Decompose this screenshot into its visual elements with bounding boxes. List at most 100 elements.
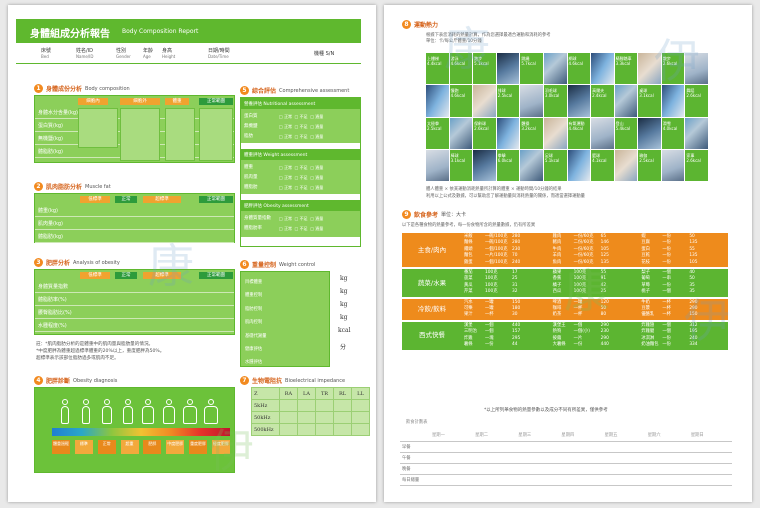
unit-label: 分 (340, 344, 347, 351)
info-bed: 床號 Bed (41, 48, 52, 59)
info-age: 年齡 Age (143, 48, 154, 59)
day-header: 星期二 (473, 430, 517, 442)
exercise-tile: 瑜伽 2.5kcal (638, 149, 661, 181)
diet-subtitle: 以下是各種食物的熱量參考，每一份食物所含的熱量數據，仍有所差異 (402, 223, 536, 228)
report-header: 身體組成分析報告 Body Composition Report (16, 19, 361, 43)
section-number: 8 (402, 20, 411, 29)
exercise-photo (661, 85, 685, 117)
section-weight-control-title: 6 重量控制 Weight control (240, 259, 315, 270)
exercise-tile: 慢跑 4.6kcal (449, 85, 473, 117)
meal-cell[interactable] (602, 452, 646, 464)
meal-label: 早餐 (400, 441, 430, 453)
meal-cell[interactable] (430, 441, 474, 453)
exercise-photo (496, 117, 520, 149)
meal-cell[interactable] (516, 474, 560, 486)
info-serial: 機種 S/N (314, 51, 335, 57)
value-box (199, 108, 233, 161)
exercise-caption: 排球 2.5kcal (497, 88, 513, 99)
meal-cell[interactable] (473, 463, 517, 475)
obesity-gradient-bar (52, 428, 230, 436)
meal-cell[interactable] (430, 463, 474, 475)
meal-cell[interactable] (602, 474, 646, 486)
meal-plan-table: 星期一 星期二 星期三 星期四 星期五 星期六 星期日 早餐 午餐 晚餐 每日總量 (400, 430, 732, 486)
meal-cell[interactable] (473, 452, 517, 464)
meal-row: 午餐 (400, 452, 732, 464)
unit-label: kg (340, 301, 348, 308)
diet-reference-table: 主食/肉內 米飯 一碗/100克 280 麵條 一碗/100克 280 饅頭 一個/100克 23… (402, 233, 728, 352)
diagnosis-label: 標準 (74, 440, 93, 454)
obesity-diagnosis-labels: 體重過輕 標準 正常 超重 肥胖 中度肥胖 重度肥胖 極度肥胖 (52, 440, 230, 454)
meal-cell[interactable] (688, 452, 732, 464)
meal-cell[interactable] (645, 474, 689, 486)
meal-cell[interactable] (559, 441, 603, 453)
col-header: RL (333, 387, 352, 400)
exercise-caption: 游泳 4.6kcal (450, 56, 466, 66)
section-number: 3 (34, 258, 43, 267)
exercise-caption: 保齡球 2.6kcal (474, 120, 489, 131)
meal-cell[interactable] (645, 441, 689, 453)
exercise-tile: 拳擊 6.0kcal (496, 149, 520, 181)
exercise-caption: 足球 5.1kcal (544, 152, 560, 163)
weight-control-panel: 目標體重 體重控制 脂肪控制 肌肉控制 基礎代謝量 健康評估 水腫評估 (240, 271, 330, 367)
meal-cell[interactable] (516, 441, 560, 453)
exercise-photo (543, 53, 567, 85)
meal-cell[interactable] (430, 474, 474, 486)
meal-cell[interactable] (645, 452, 689, 464)
meal-cell[interactable] (688, 441, 732, 453)
exercise-caption: 舞蹈 2.6kcal (686, 88, 701, 99)
meal-cell[interactable] (602, 441, 646, 453)
diagnosis-label: 體重過輕 (52, 440, 70, 454)
row-label: 腰臀脂肪比(%) (38, 310, 72, 316)
exercise-tile: 足球 5.1kcal (543, 149, 567, 181)
exercise-photo (638, 53, 661, 85)
meal-cell[interactable] (473, 441, 517, 453)
col-header: 體重 (165, 98, 189, 105)
info-height: 身高 Height (162, 48, 176, 59)
exercise-tile: 家事 2.6kcal (685, 149, 708, 181)
body-figure-icon (183, 399, 198, 425)
body-figure-icon (100, 399, 114, 425)
col-header: 低標準 (80, 272, 110, 279)
exercise-tile: 登山 5.4kcal (614, 117, 638, 149)
col-header: 正常範圍 (199, 272, 233, 279)
section-number: 5 (240, 86, 249, 95)
section-number: 7 (240, 376, 249, 385)
info-name-id: 姓名/ID Name/ID (76, 48, 94, 59)
meal-cell[interactable] (645, 463, 689, 475)
meal-cell[interactable] (559, 474, 603, 486)
col-header: 細胞內 (78, 98, 108, 105)
exercise-tile: 太極拳 2.5kcal (426, 117, 449, 149)
exercise-caption: 羽毛球 3.0kcal (544, 88, 560, 99)
diet-item-group: 雞肉 一份/60克 65 豬肉 二份/60克 146 牛肉 一份/60克 105 羊肉 一份/60克… (550, 233, 640, 269)
meal-cell[interactable] (559, 463, 603, 475)
diet-row: 冷飲/飲料 汽水 一罐 150 可樂 一罐 180 果汁 一杯 30 啤酒 一罐 120 咖啡 一杯 50 奶茶… (402, 297, 728, 321)
section-number: 9 (402, 210, 411, 219)
exercise-caption: 跑步 5.1kcal (474, 56, 489, 66)
exercise-caption: 跳繩 5.7kcal (521, 56, 536, 66)
exercise-caption: 登山 5.4kcal (615, 120, 631, 131)
day-header: 星期三 (516, 430, 560, 442)
meal-cell[interactable] (516, 452, 560, 464)
row-label: 無機鹽(kg) (38, 136, 63, 142)
report-title: 身體組成分析報告 (30, 29, 110, 40)
value-box (165, 108, 195, 161)
meal-cell[interactable] (430, 452, 474, 464)
meal-row: 每日總量 (400, 474, 732, 486)
meal-cell[interactable] (559, 452, 603, 464)
meal-cell[interactable] (688, 463, 732, 475)
meal-cell[interactable] (473, 474, 517, 486)
row-label: 體脂肪(kg) (38, 149, 63, 155)
exercise-caption: 網球 4.6kcal (568, 56, 583, 66)
meal-plan-header: 星期一 星期二 星期三 星期四 星期五 星期六 星期日 (400, 430, 732, 442)
day-header: 星期一 (430, 430, 474, 442)
unit-label: kg (340, 314, 348, 321)
meal-cell[interactable] (602, 463, 646, 475)
meal-cell[interactable] (688, 474, 732, 486)
body-figure-icon (162, 399, 176, 425)
row-label: 體脂肪率(%) (38, 297, 67, 303)
meal-cell[interactable] (516, 463, 560, 475)
exercise-photo (591, 53, 614, 85)
section-number: 1 (34, 84, 43, 93)
diet-category: 主食/肉內 (402, 233, 462, 269)
col-header: 正常範圍 (199, 196, 233, 203)
